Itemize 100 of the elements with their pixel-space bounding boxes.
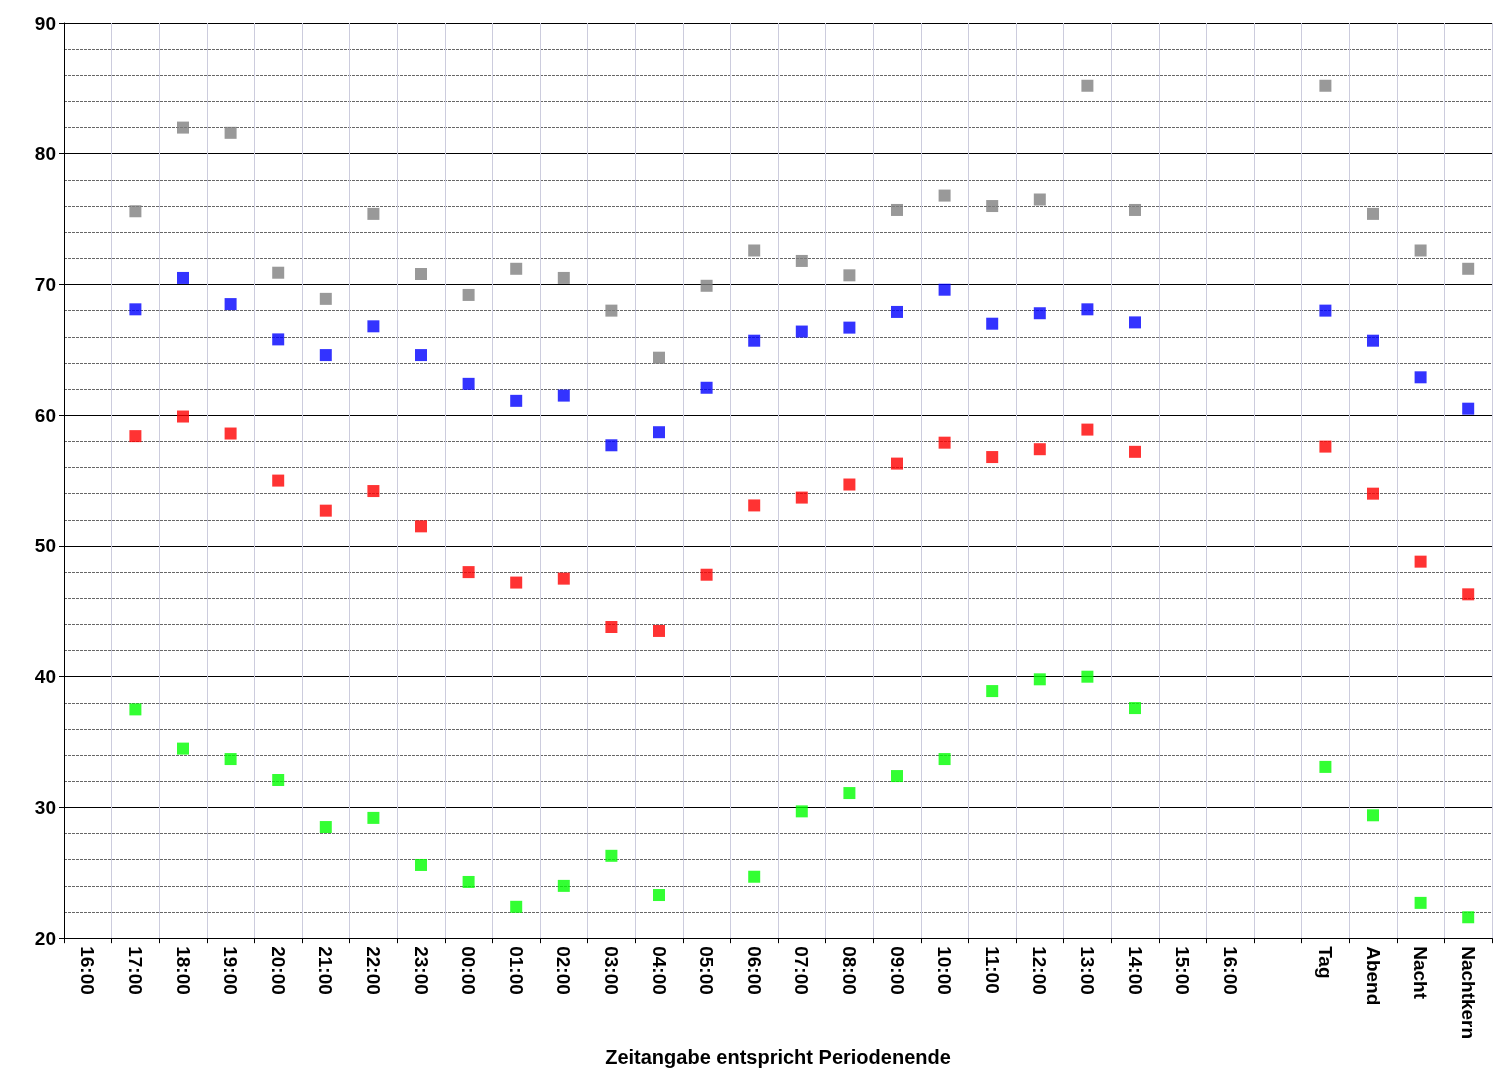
point — [319, 504, 332, 517]
x-tick-label: 18:00 — [172, 946, 194, 995]
point — [700, 568, 713, 581]
point — [510, 394, 523, 407]
point — [1129, 316, 1141, 329]
x-tick-label: 08:00 — [838, 946, 860, 995]
point — [510, 262, 523, 275]
point — [986, 685, 999, 698]
point — [177, 121, 189, 134]
x-tick-label: 09:00 — [886, 946, 908, 995]
point — [653, 889, 665, 902]
point — [462, 566, 475, 579]
point — [224, 126, 237, 139]
point — [510, 900, 523, 913]
x-tick-label: Nacht — [1410, 946, 1432, 1000]
point — [843, 321, 856, 334]
point — [319, 292, 332, 305]
point — [843, 478, 856, 491]
point — [748, 244, 761, 257]
point — [367, 811, 380, 824]
point — [748, 334, 761, 347]
point — [1319, 79, 1332, 92]
point — [557, 389, 570, 402]
x-tick-label: 06:00 — [743, 946, 765, 995]
point — [1367, 207, 1379, 220]
point — [605, 304, 618, 317]
x-tick-label: Tag — [1314, 946, 1336, 979]
point — [129, 205, 142, 218]
point — [462, 377, 475, 390]
point — [129, 430, 142, 443]
point — [1462, 262, 1475, 275]
point — [986, 317, 999, 330]
point — [1367, 809, 1379, 822]
point — [1462, 911, 1475, 924]
x-tick-label: Nachtkern — [1457, 946, 1479, 1040]
y-tick-label: 70 — [34, 273, 56, 295]
x-tick-label: 21:00 — [315, 946, 337, 995]
point — [1462, 588, 1475, 601]
x-tick-label: 16:00 — [1219, 946, 1241, 995]
point — [177, 271, 189, 284]
x-tick-label: 14:00 — [1124, 946, 1146, 995]
x-tick-label: Abend — [1362, 946, 1384, 1006]
point — [700, 279, 713, 292]
point — [367, 485, 380, 498]
x-tick-label: 19:00 — [220, 946, 242, 995]
point — [462, 288, 475, 301]
point — [1081, 79, 1094, 92]
point — [1081, 670, 1094, 683]
x-tick-label: 17:00 — [124, 946, 146, 995]
point — [462, 875, 475, 888]
y-tick-label: 90 — [34, 12, 56, 34]
x-tick-label: 11:00 — [981, 946, 1003, 994]
point — [795, 491, 808, 504]
point — [272, 474, 285, 487]
point — [986, 200, 999, 213]
point — [1319, 440, 1332, 453]
point — [795, 325, 808, 338]
x-axis-title: Zeitangabe entspricht Periodenende — [605, 1046, 951, 1068]
point — [415, 349, 427, 362]
point — [1367, 487, 1379, 500]
point — [272, 266, 285, 279]
point — [938, 283, 951, 296]
point — [415, 858, 427, 871]
point — [1033, 673, 1046, 686]
point — [938, 436, 951, 449]
point — [557, 879, 570, 892]
point — [415, 268, 427, 281]
point — [272, 773, 285, 786]
x-tick-label: 10:00 — [934, 946, 956, 995]
y-tick-label: 50 — [34, 535, 56, 557]
y-tick-label: 40 — [34, 666, 56, 688]
point — [224, 753, 237, 766]
point — [1081, 423, 1094, 436]
point — [1129, 702, 1141, 715]
point — [795, 805, 808, 818]
point — [843, 269, 856, 282]
point — [1319, 760, 1332, 773]
x-tick-label: 01:00 — [505, 946, 527, 995]
point — [938, 189, 951, 202]
point — [748, 499, 761, 512]
point — [224, 298, 237, 311]
point — [1129, 445, 1141, 458]
x-tick-label: 23:00 — [410, 946, 432, 995]
point — [891, 305, 903, 318]
x-tick-label: 13:00 — [1076, 946, 1098, 995]
x-tick-label: 00:00 — [458, 946, 480, 995]
point — [653, 351, 665, 364]
point — [1462, 402, 1475, 415]
point — [415, 520, 427, 533]
point — [1033, 193, 1046, 206]
point — [605, 439, 618, 452]
point — [700, 381, 713, 394]
point — [605, 621, 618, 634]
point — [1414, 896, 1427, 909]
point — [986, 451, 999, 464]
point — [748, 870, 761, 883]
point — [891, 457, 903, 470]
point — [224, 427, 237, 440]
point — [319, 349, 332, 362]
point — [177, 410, 189, 423]
